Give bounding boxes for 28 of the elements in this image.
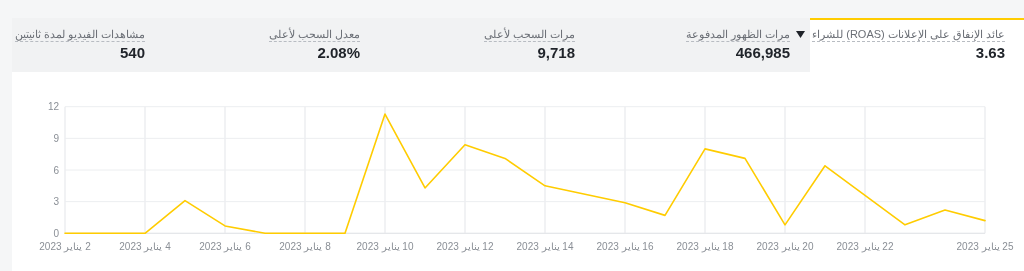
text: عائد الإنفاق على الإعلانات (ROAS) للشراء xyxy=(812,28,1005,42)
text: 466,985 xyxy=(735,44,790,61)
y-tick-label: 6 xyxy=(53,164,60,176)
x-tick-label: 10 يناير 2023 xyxy=(356,241,414,254)
x-tick-label: 22 يناير 2023 xyxy=(836,241,894,254)
text: 540 xyxy=(119,44,145,61)
y-tick-label: 3 xyxy=(53,196,60,208)
text: مرات السحب لأعلى xyxy=(483,28,575,42)
x-tick-label: 14 يناير 2023 xyxy=(516,241,574,254)
text: 2.08% xyxy=(317,44,360,61)
x-tick-label: 25 يناير 2023 xyxy=(956,241,1014,254)
x-tick-label: 6 يناير 2023 xyxy=(199,241,252,254)
x-tick-label: 12 يناير 2023 xyxy=(436,241,494,254)
text: 3.63 xyxy=(975,44,1005,61)
y-tick-label: 0 xyxy=(53,227,60,239)
y-tick-label: 9 xyxy=(53,132,60,144)
text: معدل السحب لأعلى xyxy=(268,28,360,42)
x-tick-label: 16 يناير 2023 xyxy=(596,241,654,254)
x-tick-label: 18 يناير 2023 xyxy=(676,241,734,254)
text: مشاهدات الفيديو لمدة ثانيتين xyxy=(14,28,145,42)
y-tick-label: 12 xyxy=(47,101,60,113)
x-tick-label: 2 يناير 2023 xyxy=(39,241,92,254)
x-tick-label: 4 يناير 2023 xyxy=(119,241,172,254)
x-tick-label: 20 يناير 2023 xyxy=(756,241,814,254)
text: 9,718 xyxy=(537,44,575,61)
line-series xyxy=(64,113,986,235)
x-tick-label: 8 يناير 2023 xyxy=(279,241,332,254)
text: مرات الظهور المدفوعة xyxy=(685,28,790,42)
